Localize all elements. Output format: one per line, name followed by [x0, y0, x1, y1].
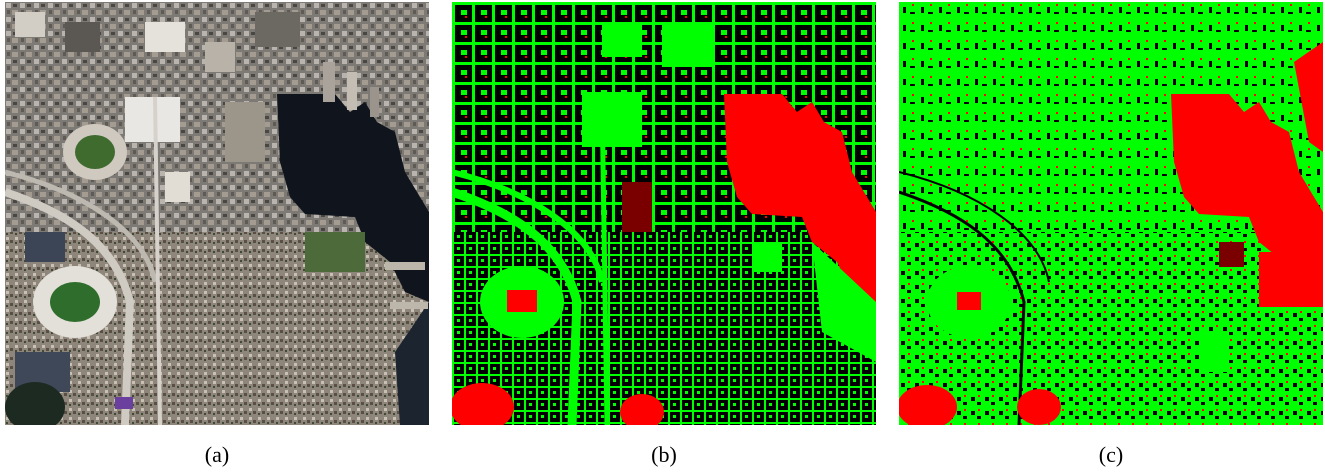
classification-map-b [452, 2, 876, 425]
caption-b: (b) [651, 442, 677, 467]
caption-a: (a) [204, 442, 230, 467]
classification-map-b-panel [452, 2, 876, 425]
aerial-photo-panel [5, 2, 429, 425]
classification-map-c-panel [899, 2, 1323, 425]
classification-map-c [899, 2, 1323, 425]
aerial-photo [5, 2, 429, 425]
caption-c: (c) [1098, 442, 1124, 467]
